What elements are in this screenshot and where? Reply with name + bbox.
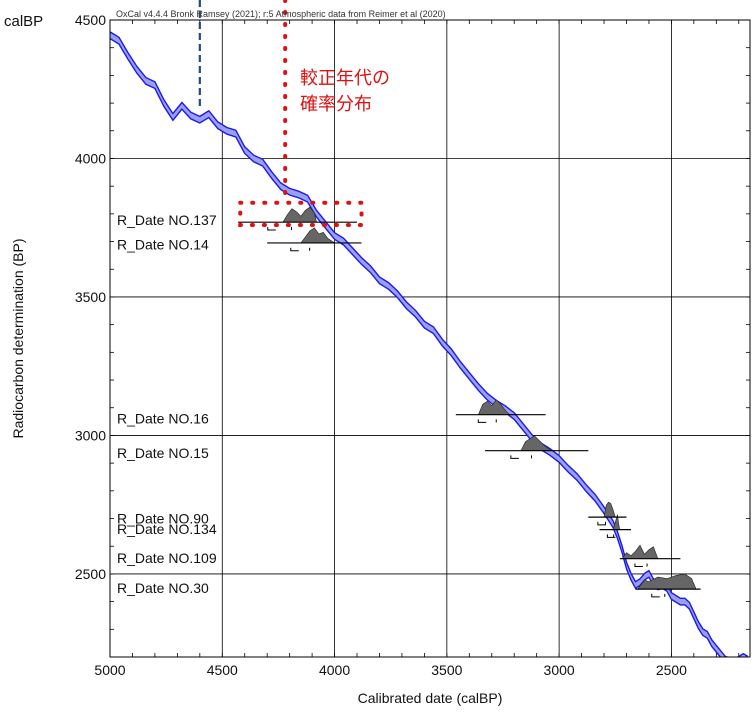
sample-label-8: R_Date NO.30 bbox=[117, 580, 209, 596]
corner-label: calBP bbox=[4, 13, 43, 30]
x-tick-label: 3500 bbox=[431, 662, 462, 678]
sample-range-bracket-3 bbox=[477, 419, 497, 423]
probability-distribution-7 bbox=[621, 544, 659, 559]
x-axis-title: Calibrated date (calBP) bbox=[358, 690, 503, 706]
x-tick-label: 5000 bbox=[94, 662, 125, 678]
sample-label-4: R_Date NO.15 bbox=[117, 445, 209, 461]
probability-distribution-1 bbox=[282, 206, 317, 223]
y-tick-label: 4500 bbox=[75, 12, 106, 28]
probability-distribution-4 bbox=[520, 435, 553, 451]
sample-range-bracket-4 bbox=[510, 455, 533, 459]
probability-distribution-2 bbox=[300, 227, 336, 244]
probability-distribution-8 bbox=[637, 573, 697, 590]
x-tick-label: 4500 bbox=[207, 662, 238, 678]
x-tick-label: 4000 bbox=[319, 662, 350, 678]
sample-label-6: R_Date NO.134 bbox=[117, 521, 217, 537]
sample-range-bracket-6 bbox=[606, 534, 616, 538]
probability-distribution-3 bbox=[477, 399, 511, 415]
x-tick-label: 3000 bbox=[544, 662, 575, 678]
annotation-text-line-2: 確率分布 bbox=[300, 94, 372, 114]
x-tick-label: 2500 bbox=[656, 662, 687, 678]
red-dotted-box bbox=[238, 200, 364, 227]
y-tick-label: 4000 bbox=[75, 150, 106, 166]
y-tick-label: 3000 bbox=[75, 427, 106, 443]
plot-frame bbox=[109, 19, 751, 658]
minor-ticks bbox=[109, 19, 750, 658]
annotation-text-line-1: 較正年代の bbox=[300, 68, 390, 88]
sample-range-bracket-1 bbox=[267, 226, 293, 231]
sample-label-3: R_Date NO.16 bbox=[117, 410, 209, 426]
sample-label-7: R_Date NO.109 bbox=[117, 550, 217, 566]
y-tick-label: 3500 bbox=[75, 289, 106, 305]
sample-label-5: R_Date NO.90 bbox=[117, 511, 209, 527]
y-tick-label: 2500 bbox=[75, 566, 106, 582]
sample-label-2: R_Date NO.14 bbox=[117, 236, 209, 252]
sample-range-bracket-7 bbox=[634, 563, 648, 567]
sample-range-bracket-2 bbox=[290, 247, 311, 252]
plot-content bbox=[110, 31, 749, 657]
sample-label-1: R_Date NO.137 bbox=[117, 212, 217, 228]
y-axis-title: Radiocarbon determination (BP) bbox=[10, 239, 26, 439]
sample-range-bracket-8 bbox=[651, 593, 666, 598]
chart-header-text: OxCal v4.4.4 Bronk Ramsey (2021); r:5 At… bbox=[116, 9, 446, 19]
sample-range-bracket-5 bbox=[597, 521, 606, 526]
